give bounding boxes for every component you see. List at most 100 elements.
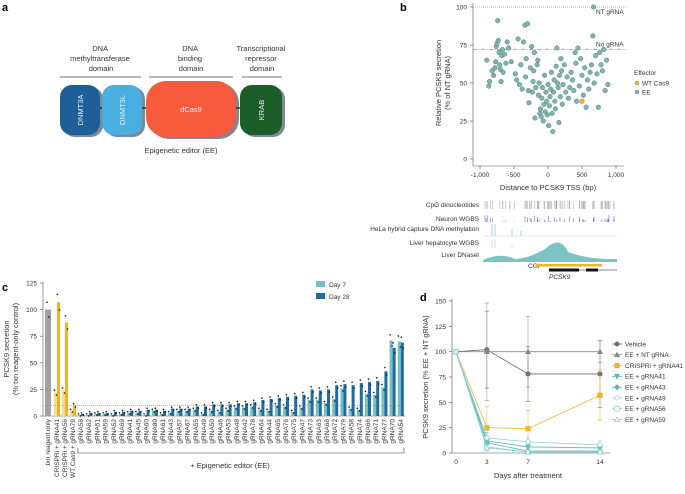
bar-day7 [201, 413, 204, 416]
x-tick-label: gRNA74 [357, 419, 364, 444]
replicate-dot [276, 406, 279, 408]
data-point-ee [568, 69, 574, 75]
replicate-dot [315, 397, 318, 399]
replicate-dot [167, 410, 170, 413]
legend-marker [614, 406, 620, 412]
replicate-dot [105, 410, 107, 413]
legend-label: EE + gRNA43 [625, 385, 666, 392]
protein-label: DNMT3L [118, 95, 127, 125]
x-tick-label: gRNA64 [258, 419, 265, 444]
x-tick-label: 0 [546, 172, 550, 179]
x-tick-label: gRNA58 [349, 419, 356, 444]
data-point-ee [544, 112, 550, 118]
data-point-ee [521, 39, 527, 45]
bar-day7 [192, 409, 196, 416]
data-point-ee [598, 62, 604, 68]
data-point-ee [535, 92, 541, 98]
x-tick-label: gRNA77 [381, 419, 388, 444]
data-point-ee [551, 77, 557, 83]
replicate-dot [90, 413, 93, 415]
replicate-dot [356, 407, 359, 410]
legend-marker [613, 351, 621, 358]
bar-day7 [332, 398, 336, 416]
bar-day7 [119, 413, 122, 416]
replicate-dot [110, 413, 113, 415]
replicate-dot [161, 414, 164, 416]
x-tick-label: gRNA68 [324, 419, 331, 444]
y-tick-label: 100 [26, 307, 37, 314]
x-tick-label: gRNA45 [135, 419, 142, 444]
data-point-ee [574, 98, 580, 104]
data-point-ee [589, 62, 595, 68]
data-point [524, 448, 532, 455]
panel-label-a: a [2, 2, 9, 14]
data-point-ee [550, 89, 556, 95]
replicate-dot [194, 410, 197, 412]
replicate-dot [320, 392, 323, 394]
diagram-caption: Epigenetic editor (EE) [145, 146, 218, 155]
bar-day28 [236, 403, 240, 416]
bar-day7 [397, 341, 401, 416]
replicate-dot [120, 414, 123, 416]
replicate-dot [292, 412, 295, 414]
bar-day7 [78, 414, 81, 416]
data-point-ee [533, 85, 539, 91]
replicate-dot [333, 400, 336, 402]
replicate-dot [121, 409, 124, 412]
replicate-dot [310, 386, 312, 388]
data-point-ee [527, 65, 533, 71]
replicate-dot [225, 407, 227, 410]
series-line [455, 351, 601, 430]
data-point-ee [582, 65, 588, 71]
data-point-ee [555, 85, 561, 91]
bar-day7 [324, 403, 327, 416]
bar-day28 [294, 395, 298, 416]
bar-day7 [135, 412, 139, 416]
y-tick-label: 75 [460, 43, 468, 50]
replicate-dot [82, 414, 85, 416]
replicate-dot [394, 352, 396, 354]
data-point-ee [587, 69, 593, 75]
y-axis-title-1: PCSK9 secretion [2, 320, 11, 377]
replicate-dot [271, 400, 273, 402]
x-tick-label: 7 [526, 459, 530, 466]
bar-day28 [154, 409, 158, 416]
x-tick-label: 3 [485, 459, 489, 466]
replicate-dot [159, 411, 162, 414]
data-point-ee [571, 88, 577, 94]
data-point-ee [559, 101, 565, 107]
bar-day7 [127, 412, 131, 416]
replicate-dot [351, 381, 353, 384]
legend-marker [634, 89, 640, 95]
data-point-ee [508, 59, 514, 65]
replicate-dot [383, 389, 385, 391]
data-point-ee [544, 98, 550, 104]
replicate-dot [156, 410, 159, 412]
bar-day7 [315, 400, 319, 416]
replicate-dot [309, 401, 311, 403]
replicate-dot [325, 404, 328, 406]
bar-day28 [286, 396, 289, 416]
bar-day28 [146, 409, 150, 416]
bar-day7 [389, 340, 393, 416]
replicate-dot [115, 412, 118, 414]
replicate-dot [146, 407, 148, 410]
bar-day28 [269, 398, 273, 416]
y-tick-label: 25 [30, 387, 38, 394]
replicate-dot [307, 397, 309, 399]
replicate-dot [295, 397, 298, 399]
x-tick-label: gRNA42 [242, 419, 249, 444]
data-point [484, 425, 490, 431]
replicate-dot [326, 386, 329, 388]
bar-day7 [110, 414, 114, 416]
replicate-dot [251, 407, 254, 409]
data-point-ee [575, 45, 581, 51]
epigenetic-editor-diagram: DNA methyltransferase domain DNA binding… [60, 44, 286, 155]
replicate-dot [79, 415, 82, 417]
legend-label: Vehicle [625, 341, 646, 348]
replicate-dot [336, 387, 339, 389]
replicate-dot [359, 379, 362, 381]
x-tick-label: -500 [507, 172, 520, 179]
replicate-dot [391, 345, 393, 347]
